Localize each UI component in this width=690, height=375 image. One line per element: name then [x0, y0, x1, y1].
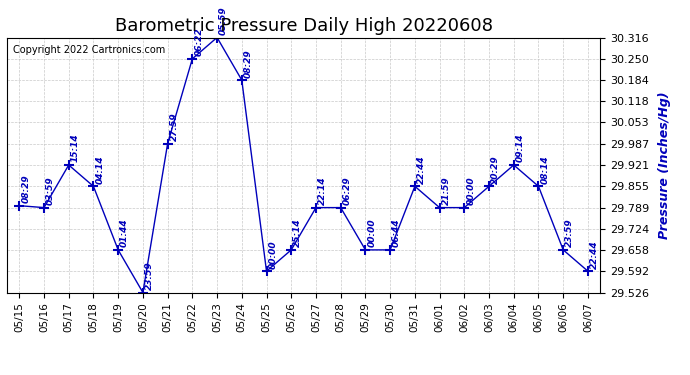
Text: 20:29: 20:29	[491, 155, 500, 184]
Text: 08:29: 08:29	[21, 174, 30, 203]
Text: 15:14: 15:14	[70, 134, 79, 162]
Text: 22:44: 22:44	[590, 240, 599, 268]
Text: 08:29: 08:29	[244, 49, 253, 78]
Text: 06:44: 06:44	[392, 219, 401, 247]
Text: 00:00: 00:00	[367, 219, 376, 247]
Text: 00:00: 00:00	[268, 240, 277, 268]
Title: Barometric Pressure Daily High 20220608: Barometric Pressure Daily High 20220608	[115, 16, 493, 34]
Text: 08:14: 08:14	[540, 155, 549, 184]
Text: 22:14: 22:14	[318, 176, 327, 205]
Text: 27:59: 27:59	[170, 112, 179, 141]
Text: 09:14: 09:14	[515, 134, 524, 162]
Text: 23:59: 23:59	[565, 219, 574, 247]
Text: 23:59: 23:59	[145, 261, 154, 290]
Text: Copyright 2022 Cartronics.com: Copyright 2022 Cartronics.com	[13, 45, 165, 55]
Text: 25:14: 25:14	[293, 219, 302, 247]
Text: 00:00: 00:00	[466, 176, 475, 205]
Text: 01:44: 01:44	[120, 219, 129, 247]
Y-axis label: Pressure (Inches/Hg): Pressure (Inches/Hg)	[658, 91, 671, 239]
Text: 04:14: 04:14	[95, 155, 104, 184]
Text: 03:59: 03:59	[46, 176, 55, 205]
Text: 22:44: 22:44	[417, 155, 426, 184]
Text: 06:22: 06:22	[195, 28, 204, 56]
Text: 06:29: 06:29	[343, 176, 352, 205]
Text: 21:59: 21:59	[442, 176, 451, 205]
Text: 05:59: 05:59	[219, 6, 228, 35]
